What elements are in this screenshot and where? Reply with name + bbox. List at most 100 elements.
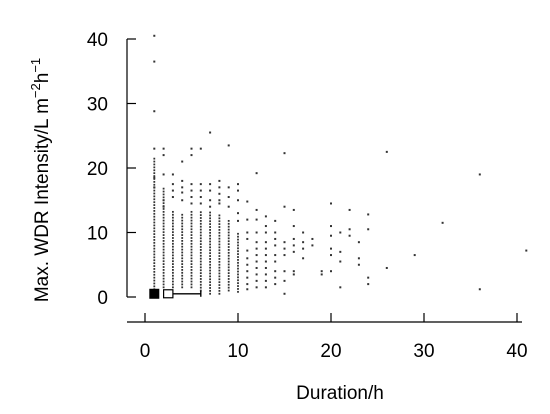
data-point [162,210,165,213]
data-point [199,240,202,243]
data-point [274,260,277,263]
data-point [255,208,258,211]
data-point [227,222,230,225]
data-point [153,207,156,209]
data-point [218,186,221,189]
data-point [283,247,286,250]
data-point [199,246,202,248]
data-point [153,279,156,282]
data-point [153,268,156,270]
data-point [171,173,174,176]
data-point [162,271,165,274]
data-point [246,257,249,260]
data-point [162,254,165,257]
data-point [255,279,258,282]
data-point [209,287,211,289]
data-point [153,215,156,218]
data-point [172,213,174,216]
data-point [172,242,174,245]
data-point [153,230,156,233]
y-tick-label: 10 [87,224,108,245]
data-point [190,254,193,257]
data-point [190,245,193,248]
data-point [218,272,221,275]
data-point [153,282,156,285]
data-point [153,270,156,273]
data-point [218,255,221,257]
data-point [218,229,221,231]
data-point [237,267,239,270]
data-point [246,288,249,291]
data-point [227,254,230,257]
data-point [162,277,165,280]
data-point [302,241,305,244]
data-point [153,169,156,172]
data-point [153,147,156,150]
data-point [227,237,230,240]
data-point [199,222,202,225]
data-point [292,237,295,240]
data-point [209,272,211,275]
data-point [162,237,165,239]
data-point [237,235,239,238]
data-point [209,243,211,246]
data-point [264,241,267,244]
data-point [199,231,202,234]
data-point [162,245,165,248]
data-point [153,163,156,166]
data-point [237,264,239,267]
data-point [153,265,156,267]
y-axis-title-sup2: −1 [28,58,43,73]
data-point [218,231,221,234]
data-point [181,257,184,260]
data-point [181,263,184,266]
data-point [209,199,212,202]
data-point [181,237,184,239]
data-point [162,269,165,271]
data-point [181,283,184,286]
data-point [199,202,202,205]
data-point [199,263,202,266]
data-point [237,189,239,192]
data-point [172,228,174,231]
data-point [162,228,165,231]
data-point [153,192,156,195]
data-point [181,260,184,263]
data-point [190,154,193,157]
data-point [218,289,221,292]
data-point [172,248,174,251]
data-point [162,154,165,157]
data-point [172,239,174,242]
data-point [181,242,184,245]
data-point [181,216,184,219]
data-point [237,183,239,186]
data-point [218,223,221,226]
data-point [190,219,193,222]
data-point [190,222,193,225]
data-point [153,285,156,288]
data-point [153,247,156,250]
data-point [209,183,212,186]
data-point [153,259,156,262]
data-point [172,283,174,286]
data-point [283,270,286,273]
data-point [255,218,258,221]
data-point [190,189,193,192]
data-point [339,231,342,234]
data-point [237,219,239,222]
data-point [172,234,174,236]
data-point [181,266,184,268]
data-point [162,239,165,242]
data-point [227,286,230,289]
data-point [246,218,249,221]
data-point [218,234,221,237]
data-point [255,254,258,257]
data-point [264,225,267,228]
data-point [209,275,211,278]
data-point [218,199,221,202]
data-point [153,180,156,183]
data-point [209,237,211,240]
data-point [209,249,211,252]
data-point [237,241,239,244]
